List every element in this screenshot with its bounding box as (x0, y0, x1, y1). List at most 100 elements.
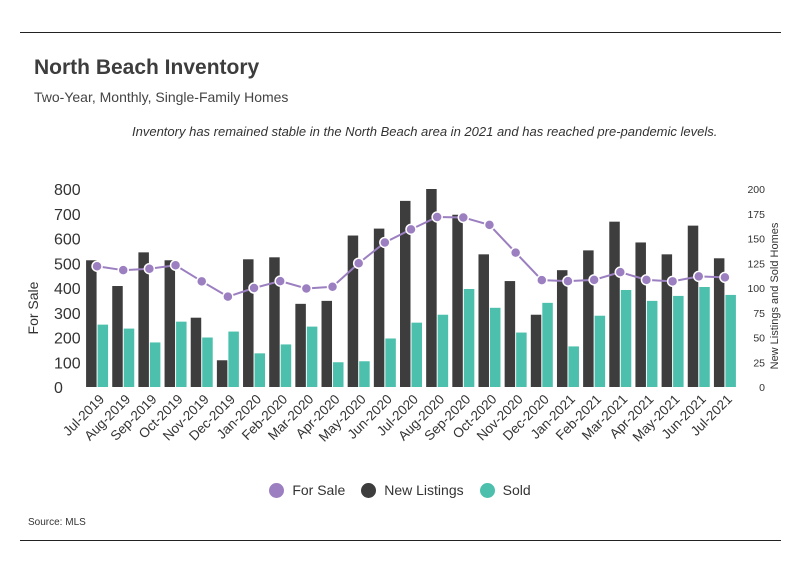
point-for-sale (457, 211, 470, 224)
legend-item-sold[interactable]: Sold (479, 482, 531, 498)
point-for-sale (91, 260, 103, 272)
inventory-chart: 0 100 200 300 400 500 600 700 800 0 25 50 75 100 125 15… (25, 182, 781, 445)
right-axis-tick-label: 175 (747, 209, 765, 221)
point-for-sale (431, 211, 443, 223)
bar-new-listings (504, 281, 516, 387)
right-axis-title: New Listings and Sold Homes (769, 222, 781, 369)
right-axis-tick-label: 75 (753, 308, 765, 320)
bar-new-listings (138, 252, 149, 387)
bar-sold (306, 326, 318, 387)
left-axis-tick-label: 600 (54, 232, 81, 249)
legend-label-sold: Sold (502, 482, 531, 498)
left-axis-title: For Sale (25, 281, 41, 334)
bar-new-listings (530, 314, 542, 387)
bar-new-listings (713, 258, 725, 387)
bar-sold (568, 346, 579, 387)
point-for-sale (379, 236, 391, 249)
bar-sold (542, 302, 553, 387)
point-for-sale (719, 271, 731, 284)
bar-sold (699, 287, 710, 387)
right-axis-tick-label: 100 (747, 283, 765, 295)
point-for-sale (248, 282, 260, 294)
left-axis-tick-label: 100 (54, 355, 81, 372)
bar-new-listings (452, 214, 463, 387)
bar-new-listings (347, 235, 359, 387)
legend-swatch-new-listings (361, 482, 377, 498)
point-for-sale (588, 274, 600, 286)
chart-subtitle: Two-Year, Monthly, Single-Family Homes (34, 89, 289, 105)
bar-sold (725, 294, 736, 387)
top-rule (20, 32, 781, 33)
chart-note: Inventory has remained stable in the Nor… (132, 124, 718, 139)
chart-legend: For Sale New Listings Sold (0, 482, 800, 498)
chart-title: North Beach Inventory (34, 56, 260, 79)
bar-new-listings (426, 189, 437, 387)
legend-label-new-listings: New Listings (384, 482, 464, 498)
left-axis-tick-label: 500 (54, 256, 81, 273)
bar-sold (411, 322, 422, 387)
legend-item-for-sale[interactable]: For Sale (269, 482, 345, 498)
bar-new-listings (269, 257, 280, 387)
point-for-sale (562, 275, 574, 287)
point-for-sale (117, 264, 129, 276)
right-axis-tick-label: 50 (753, 333, 765, 345)
point-for-sale (195, 275, 208, 288)
right-axis-tick-label: 25 (753, 357, 765, 369)
bar-sold (489, 307, 501, 387)
bar-new-listings (86, 260, 97, 387)
bar-new-listings (216, 360, 228, 387)
bar-new-listings (190, 317, 202, 387)
bar-sold (594, 315, 606, 387)
right-axis-tick-label: 150 (747, 234, 765, 246)
point-for-sale (614, 266, 627, 278)
point-for-sale (483, 219, 496, 231)
bar-new-listings (556, 270, 568, 387)
bar-new-listings (635, 242, 646, 387)
bar-new-listings (112, 286, 123, 387)
bar-sold (359, 361, 370, 387)
bar-new-listings (609, 221, 620, 387)
left-axis-tick-label: 700 (54, 207, 81, 224)
bar-sold (228, 331, 239, 387)
bar-sold (97, 324, 109, 387)
bar-sold (646, 300, 658, 387)
point-for-sale (143, 262, 156, 275)
point-for-sale (274, 275, 286, 287)
bar-sold (385, 338, 396, 387)
bar-sold (437, 314, 449, 387)
bar-sold (254, 353, 266, 387)
left-axis-tick-label: 800 (54, 182, 81, 199)
point-for-sale (536, 274, 548, 286)
bar-new-listings (661, 254, 673, 387)
source-note: Source: MLS (28, 517, 86, 528)
bar-new-listings (583, 250, 594, 387)
left-axis-tick-label: 0 (54, 380, 63, 397)
bar-sold (516, 332, 527, 387)
legend-label-for-sale: For Sale (292, 482, 346, 498)
bar-sold (123, 328, 135, 387)
right-axis-tick-label: 0 (759, 382, 765, 394)
point-for-sale (693, 270, 705, 283)
bar-sold (176, 321, 187, 387)
legend-item-new-listings[interactable]: New Listings (361, 482, 464, 498)
point-for-sale (169, 259, 182, 271)
bar-sold (280, 344, 292, 387)
point-for-sale (509, 246, 522, 259)
bar-sold (620, 289, 632, 387)
bar-sold (333, 362, 344, 387)
point-for-sale (405, 223, 417, 236)
bar-sold (202, 337, 213, 387)
point-for-sale (222, 290, 234, 303)
point-for-sale (640, 274, 653, 286)
right-axis-tick-label: 200 (747, 184, 765, 196)
bar-new-listings (373, 228, 385, 387)
bar-new-listings (478, 254, 489, 387)
legend-swatch-sold (479, 482, 495, 498)
left-axis-tick-label: 300 (54, 306, 81, 323)
point-for-sale (666, 275, 679, 288)
bar-new-listings (687, 225, 699, 387)
bar-new-listings (321, 300, 333, 387)
bar-new-listings (295, 303, 306, 387)
point-for-sale (326, 281, 339, 293)
bar-sold (149, 342, 161, 387)
